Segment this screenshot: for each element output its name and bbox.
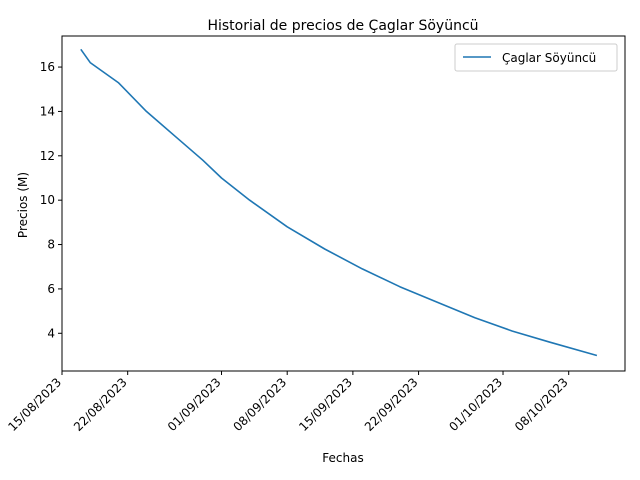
y-tick-label: 8 <box>47 238 55 252</box>
series-line-0 <box>80 48 598 357</box>
y-tick-label: 14 <box>40 104 55 118</box>
y-axis-label: Precios (M) <box>16 172 30 238</box>
y-tick-label: 4 <box>47 326 55 340</box>
y-tick-label: 6 <box>47 282 55 296</box>
legend-frame <box>454 43 618 72</box>
legend-label: Çaglar Söyüncü <box>502 51 596 65</box>
plot-frame <box>61 35 626 372</box>
legend: Çaglar Söyüncü <box>454 43 618 72</box>
y-tick-label: 16 <box>40 60 55 74</box>
y-tick-label: 12 <box>40 149 55 163</box>
chart-title: Historial de precios de Çaglar Söyüncü <box>207 18 478 34</box>
x-axis-label: Fechas <box>322 451 363 465</box>
y-tick-label: 10 <box>40 193 55 207</box>
